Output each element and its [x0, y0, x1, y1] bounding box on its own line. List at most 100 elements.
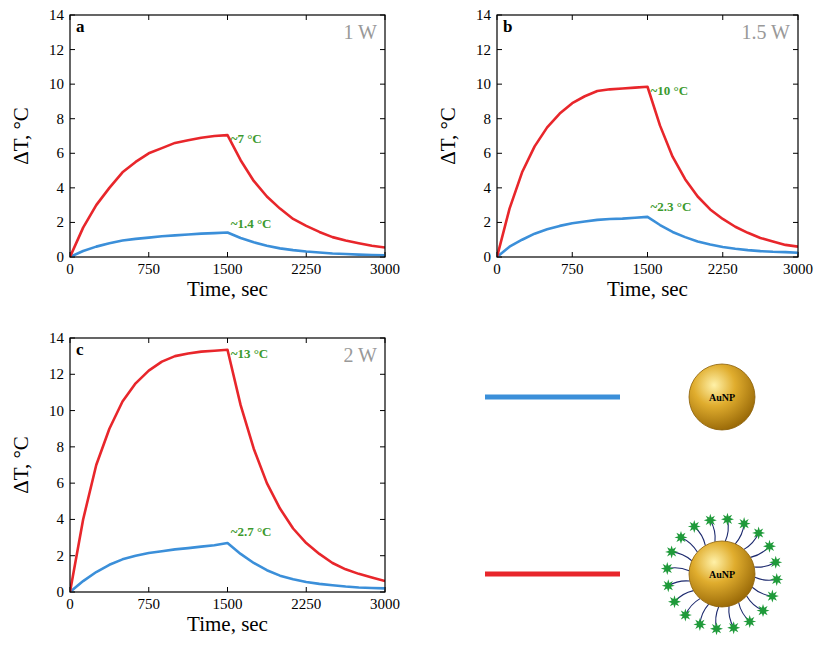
y-tick-label: 12 — [49, 366, 64, 382]
ligand-head — [766, 590, 779, 603]
y-axis-title: ΔT, °C — [9, 436, 33, 494]
x-tick — [148, 252, 149, 257]
y-tick-label: 2 — [57, 548, 65, 564]
y-tick — [380, 555, 385, 556]
annotation: ~2.3 °C — [651, 199, 692, 214]
y-tick-label: 14 — [49, 330, 65, 346]
x-tick — [227, 587, 228, 592]
y-tick — [380, 374, 385, 375]
y-tick-label: 10 — [476, 76, 491, 92]
y-tick-label: 4 — [57, 511, 65, 527]
ligand-head — [721, 513, 734, 526]
panel-title: 1.5 W — [741, 21, 790, 43]
x-tick — [227, 15, 228, 20]
x-tick-label: 1500 — [213, 261, 243, 277]
x-tick-label: 0 — [493, 261, 501, 277]
x-tick-label: 0 — [66, 261, 74, 277]
y-tick-label: 6 — [57, 475, 65, 491]
x-tick-label: 2250 — [291, 261, 321, 277]
line — [70, 543, 385, 592]
line — [70, 232, 385, 257]
y-tick — [380, 187, 385, 188]
frame — [70, 15, 385, 257]
ligand-head — [665, 545, 678, 558]
y-axis-title: ΔT, °C — [9, 107, 33, 165]
y-tick — [380, 410, 385, 411]
line — [497, 87, 798, 257]
y-tick — [380, 483, 385, 484]
annotation: ~13 °C — [231, 346, 269, 361]
ligand — [700, 604, 709, 624]
y-tick — [70, 483, 75, 484]
x-tick — [572, 252, 573, 257]
ligand-head — [693, 618, 706, 631]
panel-letter: c — [76, 340, 84, 359]
ligand-head — [727, 621, 740, 634]
series-group — [497, 87, 798, 257]
ligand-head — [738, 517, 751, 530]
y-tick — [70, 410, 75, 411]
annotation: ~7 °C — [231, 131, 262, 146]
ligand-head — [769, 556, 782, 569]
y-tick-label: 10 — [49, 403, 64, 419]
x-tick — [227, 338, 228, 343]
ligand-head — [668, 595, 681, 608]
y-tick-label: 6 — [484, 145, 492, 161]
y-tick — [793, 187, 798, 188]
y-tick — [70, 153, 75, 154]
x-tick — [148, 15, 149, 20]
ligand-head — [661, 562, 674, 575]
y-tick — [380, 519, 385, 520]
panel: 075015002250300002468101214~10 °C~2.3 °C… — [436, 7, 813, 301]
legend-line — [485, 395, 620, 400]
x-tick — [227, 252, 228, 257]
x-tick-label: 3000 — [783, 261, 813, 277]
y-tick — [497, 222, 502, 223]
x-tick-label: 3000 — [370, 596, 400, 612]
ligand-head — [704, 514, 717, 527]
y-tick-label: 12 — [49, 42, 64, 58]
y-tick-label: 14 — [476, 7, 492, 23]
y-tick-label: 8 — [484, 111, 492, 127]
ligand-head — [675, 531, 688, 544]
y-tick — [380, 84, 385, 85]
annotation: ~10 °C — [651, 83, 689, 98]
x-tick — [148, 587, 149, 592]
y-tick — [70, 49, 75, 50]
ligand-head — [679, 609, 692, 622]
y-tick — [70, 187, 75, 188]
y-tick-label: 0 — [57, 584, 65, 600]
y-tick — [380, 49, 385, 50]
y-tick-label: 2 — [57, 214, 65, 230]
y-tick-label: 12 — [476, 42, 491, 58]
panel: 075015002250300002468101214~13 °C~2.7 °C… — [9, 330, 400, 636]
x-tick-label: 1500 — [633, 261, 663, 277]
panel-letter: b — [503, 17, 512, 36]
y-tick-label: 4 — [57, 180, 65, 196]
line — [70, 350, 385, 592]
x-tick — [572, 15, 573, 20]
x-tick-label: 2250 — [291, 596, 321, 612]
y-tick — [70, 118, 75, 119]
y-tick-label: 0 — [484, 249, 492, 265]
ligand-head — [710, 622, 723, 635]
x-tick-label: 1500 — [213, 596, 243, 612]
legend-label: AuNP — [709, 569, 735, 580]
y-tick — [497, 187, 502, 188]
y-tick — [380, 446, 385, 447]
y-tick — [380, 222, 385, 223]
line — [497, 217, 798, 257]
y-tick — [793, 222, 798, 223]
x-tick-label: 750 — [138, 261, 161, 277]
y-tick-label: 6 — [57, 145, 65, 161]
y-tick-label: 14 — [49, 7, 65, 23]
x-tick — [148, 338, 149, 343]
panel-letter: a — [76, 17, 85, 36]
x-tick — [306, 15, 307, 20]
figure: 075015002250300002468101214~7 °C~1.4 °Ca… — [0, 0, 819, 646]
y-tick-label: 10 — [49, 76, 64, 92]
y-tick — [793, 118, 798, 119]
y-tick — [380, 153, 385, 154]
y-tick — [70, 374, 75, 375]
y-tick-label: 0 — [57, 249, 65, 265]
